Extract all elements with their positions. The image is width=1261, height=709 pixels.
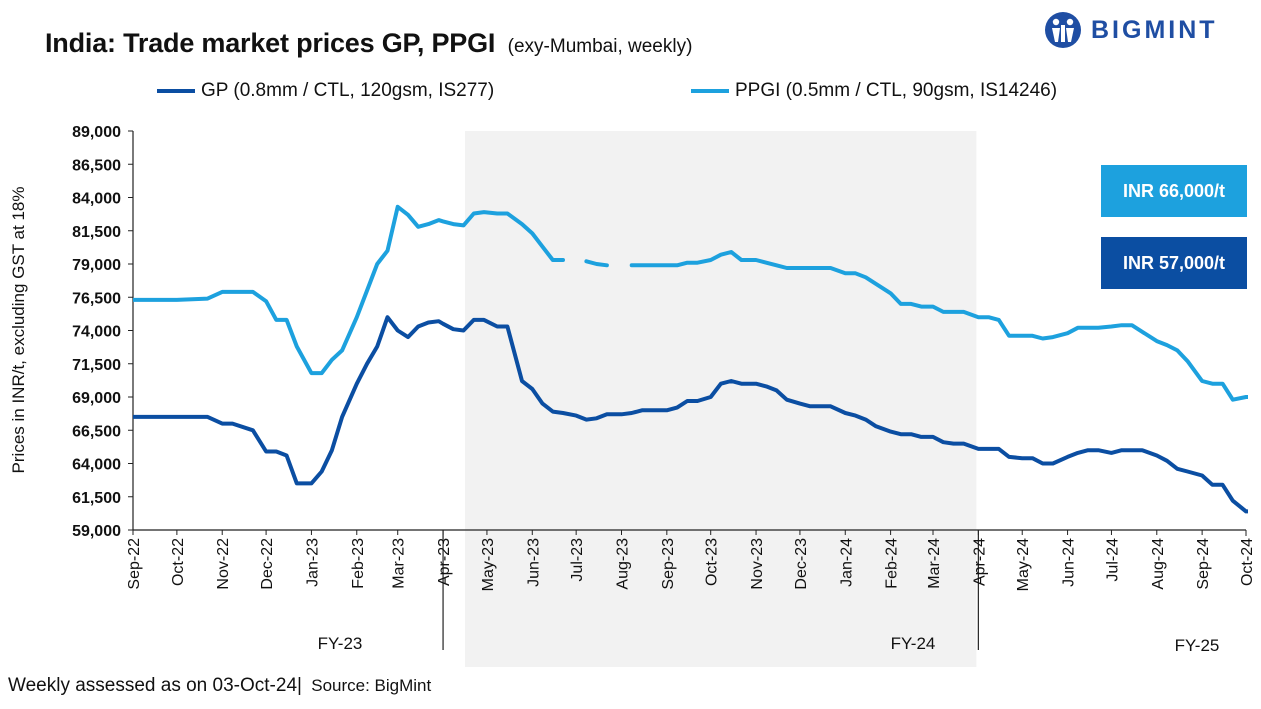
price-callouts: INR 66,000/t INR 57,000/t <box>1101 165 1247 289</box>
x-tick-label: Feb-23 <box>350 538 367 589</box>
y-tick-label: 74,000 <box>72 324 121 341</box>
legend-label-gp: GP (0.8mm / CTL, 120gsm, IS277) <box>201 80 495 101</box>
x-tick-label: Nov-23 <box>749 538 766 590</box>
y-axis-label: Prices in INR/t, excluding GST at 18% <box>9 187 28 474</box>
y-tick-label: 89,000 <box>72 124 121 141</box>
fiscal-year-labels: FY-23 FY-24 FY-25 <box>318 634 1220 655</box>
x-tick-label: Sep-23 <box>660 538 677 590</box>
series-line-ppgi <box>584 259 609 268</box>
y-tick-label: 66,500 <box>72 423 121 440</box>
fiscal-year-label-fy-23: FY-23 <box>318 634 363 653</box>
chart-series <box>133 204 1248 514</box>
legend-swatch-gp <box>157 89 195 93</box>
brand-name: BIGMINT <box>1091 15 1218 44</box>
y-tick-label: 86,500 <box>72 157 121 174</box>
chart-title-main: India: Trade market prices GP, PPGI <box>45 28 496 58</box>
x-tick-label: Aug-24 <box>1150 538 1167 590</box>
legend-swatch-ppgi <box>691 89 729 93</box>
x-tick-label: Mar-23 <box>391 538 408 589</box>
x-tick-label: May-23 <box>480 538 497 591</box>
fiscal-year-label-fy-24: FY-24 <box>891 634 936 653</box>
x-tick-label: Dec-23 <box>793 538 810 590</box>
fiscal-year-shade-fy-24 <box>465 131 977 667</box>
x-tick-label: Jun-24 <box>1061 538 1078 587</box>
series-line-gp <box>133 315 1248 514</box>
brand-logo: BIGMINT <box>1043 10 1218 50</box>
x-tick-label: Feb-24 <box>884 538 901 589</box>
x-axis-tick-labels: Sep-22 Oct-22 Nov-22 Dec-22 Jan-23 Feb-23 Mar-… <box>126 538 1256 591</box>
footer: Weekly assessed as on 03-Oct-24| Source:… <box>8 675 431 697</box>
series-line-ppgi <box>629 250 1248 402</box>
x-tick-label: Dec-22 <box>259 538 276 590</box>
series-line-ppgi <box>133 204 565 376</box>
bigmint-logo-icon <box>1045 12 1081 48</box>
y-tick-label: 79,000 <box>72 257 121 274</box>
y-tick-label: 71,500 <box>72 357 121 374</box>
x-tick-label: Oct-22 <box>170 538 187 586</box>
x-tick-label: Sep-24 <box>1195 538 1212 590</box>
x-tick-label: Oct-24 <box>1239 538 1256 586</box>
y-tick-label: 59,000 <box>72 523 121 540</box>
x-tick-label: Oct-23 <box>704 538 721 586</box>
price-callout-box <box>1101 165 1247 217</box>
fiscal-year-shading <box>465 131 977 667</box>
chart-title: India: Trade market prices GP, PPGI (exy… <box>45 28 692 59</box>
x-tick-label: Jun-23 <box>525 538 542 587</box>
chart-subtitle: (exy-Mumbai, weekly) <box>507 36 693 57</box>
x-tick-label: Nov-22 <box>215 538 232 590</box>
footer-note: Weekly assessed as on 03-Oct-24| <box>8 675 302 696</box>
x-tick-label: Apr-23 <box>436 538 453 586</box>
legend-label-ppgi: PPGI (0.5mm / CTL, 90gsm, IS14246) <box>735 80 1058 101</box>
x-tick-label: Jul-23 <box>569 538 586 582</box>
y-axis-tick-labels: 59,000 61,500 64,000 66,500 69,000 71,500 74,0… <box>72 124 121 540</box>
price-callout-text: INR 57,000/t <box>1123 253 1225 273</box>
y-tick-label: 84,000 <box>72 191 121 208</box>
footer-source: Source: BigMint <box>311 676 432 695</box>
y-tick-label: 61,500 <box>72 490 121 507</box>
y-tick-label: 64,000 <box>72 457 121 474</box>
x-tick-label: May-24 <box>1015 538 1032 591</box>
x-tick-label: Mar-24 <box>926 538 943 589</box>
fiscal-year-label-fy-25: FY-25 <box>1175 636 1220 655</box>
x-tick-label: Sep-22 <box>126 538 143 590</box>
legend-item-gp: GP (0.8mm / CTL, 120gsm, IS277) <box>157 80 494 102</box>
x-tick-label: Jan-23 <box>304 538 321 587</box>
x-tick-label: Jan-24 <box>838 538 855 587</box>
legend-item-ppgi: PPGI (0.5mm / CTL, 90gsm, IS14246) <box>691 80 1057 102</box>
price-callout-box <box>1101 237 1247 289</box>
x-tick-label: Jul-24 <box>1104 538 1121 582</box>
y-tick-label: 69,000 <box>72 390 121 407</box>
x-tick-label: Apr-24 <box>971 538 988 586</box>
y-tick-label: 81,500 <box>72 224 121 241</box>
price-callout-text: INR 66,000/t <box>1123 181 1225 201</box>
chart-axes <box>128 130 1247 650</box>
y-tick-label: 76,500 <box>72 290 121 307</box>
x-tick-label: Aug-23 <box>614 538 631 590</box>
